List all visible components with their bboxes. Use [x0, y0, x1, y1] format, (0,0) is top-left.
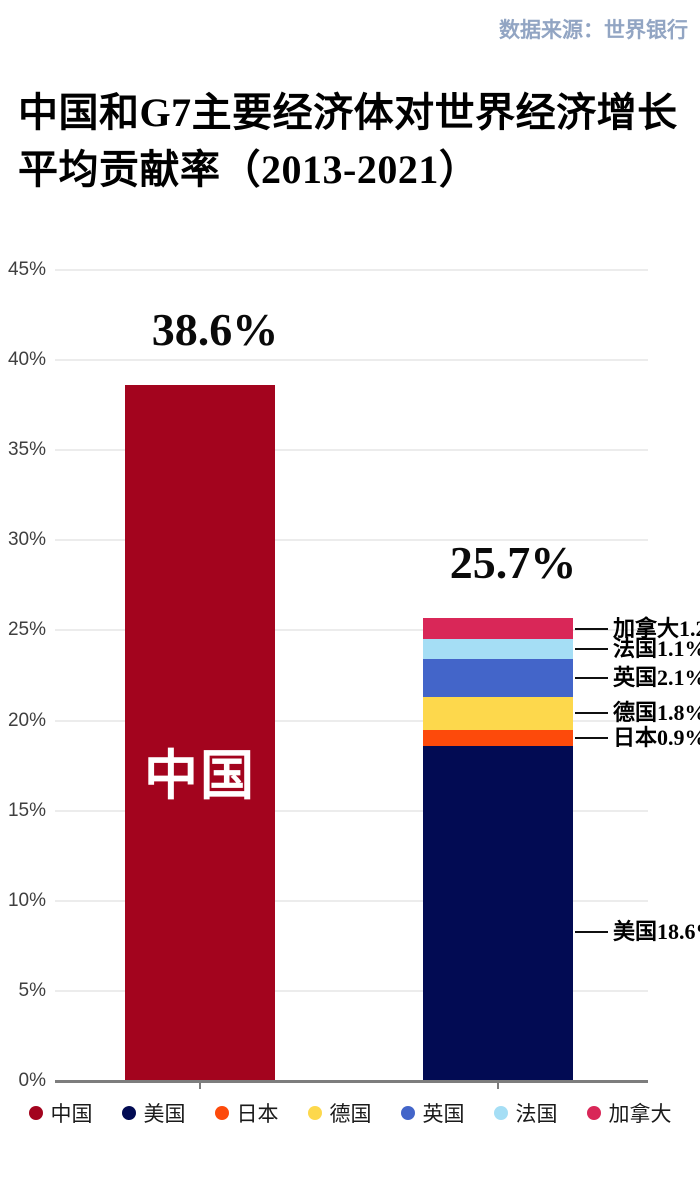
bar-segment-加拿大[interactable] [423, 617, 573, 640]
legend-item-加拿大[interactable]: 加拿大 [586, 1098, 672, 1128]
chart-title: 中国和G7主要经济体对世界经济增长 平均贡献率（2013-2021） [18, 84, 690, 198]
y-axis-tick-label: 10% [7, 889, 46, 911]
legend-dot-icon [121, 1106, 136, 1120]
legend-dot-icon [493, 1106, 508, 1120]
gridline-10 [55, 899, 648, 902]
y-axis-tick-label: 30% [7, 529, 46, 551]
x-axis-tick [199, 1082, 201, 1089]
bar-segment-中国[interactable] [125, 385, 275, 1081]
y-axis-tick-label: 20% [7, 709, 46, 731]
bar-segment-法国[interactable] [423, 639, 573, 660]
legend-dot-icon [307, 1106, 322, 1120]
legend-item-日本[interactable]: 日本 [214, 1098, 279, 1128]
x-axis-line [55, 1080, 648, 1083]
callout-line-英国 [575, 677, 608, 680]
legend-item-德国[interactable]: 德国 [307, 1098, 372, 1128]
legend-item-美国[interactable]: 美国 [121, 1098, 186, 1128]
bar-segment-英国[interactable] [423, 659, 573, 698]
y-axis-tick-label: 35% [7, 439, 46, 461]
x-axis-tick [497, 1082, 499, 1089]
callout-label-法国: 法国1.1% [613, 636, 700, 662]
legend-label: 加拿大 [608, 1103, 672, 1126]
chart-legend: 中国 美国 日本 德国 英国 法国 加拿大 [0, 1098, 700, 1128]
legend-label: 德国 [329, 1103, 372, 1126]
legend-item-英国[interactable]: 英国 [400, 1098, 465, 1128]
y-axis-tick-label: 25% [7, 619, 46, 641]
bar-inner-label-中国: 中国 [144, 746, 256, 807]
data-source-note: 数据来源：世界银行 [499, 18, 688, 42]
callout-label-加拿大: 加拿大1.2% [613, 615, 700, 641]
bar-segment-美国[interactable] [423, 745, 573, 1081]
bar-total-label-中国: 38.6% [151, 304, 279, 356]
legend-label: 日本 [236, 1103, 279, 1126]
gridline-30 [55, 539, 648, 542]
legend-dot-icon [28, 1106, 43, 1120]
gridline-5 [55, 989, 648, 992]
legend-label: 英国 [422, 1103, 465, 1126]
gridline-25 [55, 629, 648, 632]
legend-dot-icon [400, 1106, 415, 1120]
callout-label-日本: 日本0.9% [613, 724, 700, 750]
gridline-45 [55, 269, 648, 271]
callout-label-英国: 英国2.1% [613, 665, 700, 691]
chart-title-line-1: 中国和G7主要经济体对世界经济增长 [18, 90, 678, 135]
callout-label-德国: 德国1.8% [613, 700, 700, 726]
bar-total-label-G7: 25.7% [449, 536, 577, 588]
y-axis-tick-label: 5% [18, 979, 46, 1001]
y-axis-tick-label: 45% [7, 259, 46, 280]
legend-dot-icon [214, 1106, 229, 1120]
callout-label-美国: 美国18.6% [613, 919, 700, 945]
callout-line-加拿大 [575, 627, 608, 630]
chart-title-line-2: 平均贡献率（2013-2021） [18, 147, 480, 192]
y-axis-tick-label: 40% [7, 349, 46, 371]
legend-label: 美国 [143, 1103, 186, 1126]
callout-line-德国 [575, 712, 608, 715]
legend-item-法国[interactable]: 法国 [493, 1098, 558, 1128]
gridline-35 [55, 449, 648, 452]
bar-segment-德国[interactable] [423, 697, 573, 730]
y-axis-tick-label: 15% [7, 799, 46, 821]
legend-label: 中国 [50, 1103, 93, 1126]
legend-item-中国[interactable]: 中国 [28, 1098, 93, 1128]
legend-dot-icon [586, 1106, 601, 1120]
callout-line-日本 [575, 736, 608, 739]
callout-line-法国 [575, 648, 608, 651]
gridline-40 [55, 359, 648, 362]
bar-segment-日本[interactable] [423, 729, 573, 746]
gridline-15 [55, 809, 648, 812]
y-axis-tick-label: 0% [18, 1070, 46, 1091]
gridline-20 [55, 719, 648, 722]
legend-label: 法国 [515, 1103, 558, 1126]
callout-line-美国 [575, 931, 608, 934]
